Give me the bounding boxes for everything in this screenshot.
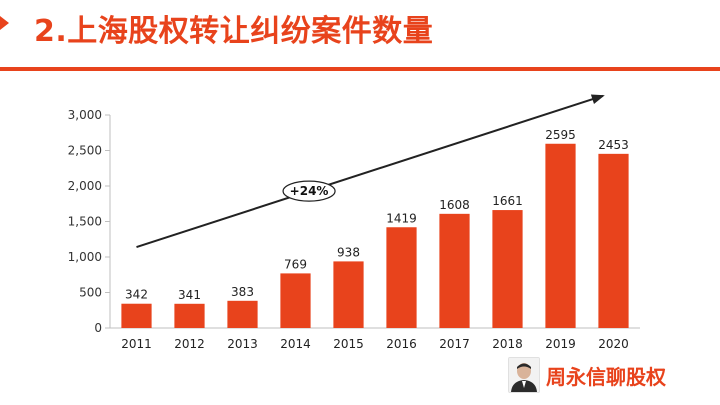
bar [121, 303, 152, 328]
bar [386, 227, 417, 328]
y-tick-label: 2,500 [68, 144, 102, 158]
avatar [508, 357, 540, 393]
y-tick-label: 3,000 [68, 108, 102, 122]
data-label: 769 [284, 257, 307, 271]
bar [280, 273, 311, 328]
x-tick-label: 2013 [227, 337, 258, 351]
x-tick-label: 2012 [174, 337, 205, 351]
data-label: 2595 [545, 128, 576, 142]
y-tick-label: 500 [79, 286, 102, 300]
growth-label: +24% [290, 184, 329, 198]
data-label: 938 [337, 245, 360, 259]
bar [227, 300, 258, 328]
x-tick-label: 2017 [439, 337, 470, 351]
data-label: 342 [125, 288, 148, 302]
brand-watermark: 周永信聊股权 [508, 357, 666, 393]
data-label: 341 [178, 288, 201, 302]
y-tick-label: 1,500 [68, 215, 102, 229]
x-tick-label: 2018 [492, 337, 523, 351]
data-label: 2453 [598, 138, 629, 152]
bar [598, 153, 629, 328]
y-tick-label: 0 [94, 321, 102, 335]
x-tick-label: 2011 [121, 337, 152, 351]
page-title: 2.上海股权转让纠纷案件数量 [34, 14, 434, 49]
data-label: 383 [231, 285, 254, 299]
data-label: 1419 [386, 211, 417, 225]
x-tick-label: 2016 [386, 337, 417, 351]
growth-badge [282, 180, 336, 202]
bar [174, 303, 205, 328]
y-tick-label: 1,000 [68, 250, 102, 264]
data-label: 1608 [439, 198, 470, 212]
trend-arrowhead [590, 94, 605, 104]
bar [439, 213, 470, 328]
x-tick-label: 2020 [598, 337, 629, 351]
bar [545, 143, 576, 328]
y-tick-label: 2,000 [68, 179, 102, 193]
bar [492, 210, 523, 328]
x-tick-label: 2015 [333, 337, 364, 351]
title-corner-mark [0, 16, 9, 30]
data-label: 1661 [492, 194, 523, 208]
x-tick-label: 2014 [280, 337, 311, 351]
x-tick-label: 2019 [545, 337, 576, 351]
bar [333, 261, 364, 328]
brand-name: 周永信聊股权 [546, 364, 666, 389]
trend-arrow [136, 94, 604, 249]
title-divider [0, 67, 720, 71]
